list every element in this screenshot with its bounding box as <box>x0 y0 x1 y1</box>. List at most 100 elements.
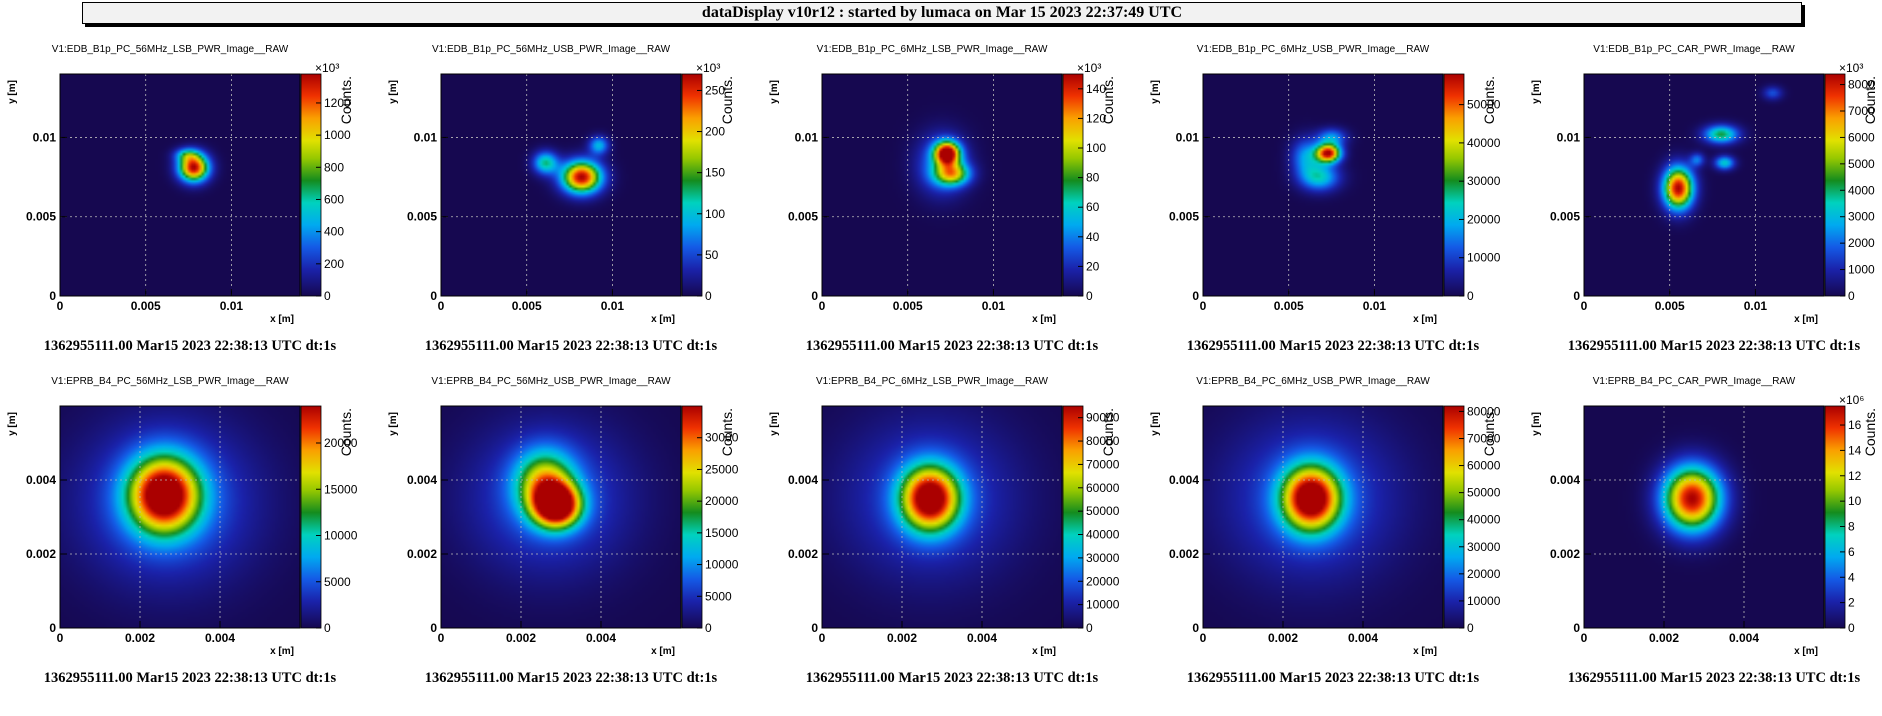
heatmap-image <box>60 406 300 628</box>
colorbar-tick-label: 70000 <box>1467 431 1501 445</box>
y-tick-label: 0.004 <box>1550 473 1580 487</box>
colorbar-tick-label: 20000 <box>705 494 739 508</box>
plot-frame <box>821 405 1063 629</box>
y-tick-label: 0 <box>1573 621 1580 635</box>
colorbar <box>681 73 703 297</box>
timestamp-label: 1362955111.00 Mar15 2023 22:38:13 UTC dt… <box>805 338 1099 354</box>
heatmap-plot: 0 0.002 0.004 0 0.002 0.004 x [m] y [m] 0 2 4 6 8 10 1… <box>1531 393 1878 657</box>
panel-title: V1:EPRB_B4_PC_56MHz_USB_PWR_Image__RAW <box>431 376 671 387</box>
timestamp-label: 1362955111.00 Mar15 2023 22:38:13 UTC dt… <box>1186 670 1480 686</box>
y-tick-label: 0 <box>1192 289 1199 303</box>
x-tick-label: 0 <box>438 631 445 645</box>
heatmap-plot: 0 0.005 0.01 0 0.005 0.01 x [m] y [m] 0 1000 2000 3… <box>1531 61 1878 325</box>
colorbar-tick-label: 120 <box>1086 111 1106 125</box>
x-tick-label: 0.004 <box>967 631 997 645</box>
y-tick-label: 0.005 <box>788 210 818 224</box>
x-tick-label: 0 <box>438 299 445 313</box>
colorbar-label: Counts. <box>719 408 735 456</box>
colorbar-tick-label: 30000 <box>705 431 739 445</box>
panel-title: V1:EDB_B1p_PC_6MHz_USB_PWR_Image__RAW <box>1196 44 1430 55</box>
colorbar-tick-label: 15000 <box>705 526 739 540</box>
colorbar-label: Counts. <box>1100 76 1116 124</box>
y-tick-label: 0.005 <box>26 210 56 224</box>
colorbar-label: Counts. <box>338 76 354 124</box>
x-tick-label: 0.005 <box>1655 299 1685 313</box>
colorbar-tick-label: 6000 <box>1848 130 1875 144</box>
colorbar <box>1062 405 1084 629</box>
panel-title: V1:EPRB_B4_PC_CAR_PWR_Image__RAW <box>1592 376 1796 387</box>
plot-frame <box>440 405 682 629</box>
y-tick-label: 0.004 <box>788 473 818 487</box>
colorbar-tick-label: 0 <box>705 621 712 635</box>
y-tick-label: 0.002 <box>26 547 56 561</box>
y-tick-label: 0.01 <box>414 130 438 144</box>
colorbar-tick-label: 8000 <box>1848 78 1875 92</box>
heatmap-panel: V1:EDB_B1p_PC_CAR_PWR_Image__RAW 0 0.005 0.… <box>1529 44 1882 384</box>
plot-frame <box>821 73 1063 297</box>
y-tick-label: 0.002 <box>1550 547 1580 561</box>
x-tick-label: 0.005 <box>512 299 542 313</box>
heatmap-image <box>441 406 681 628</box>
heatmap-panel: V1:EDB_B1p_PC_56MHz_USB_PWR_Image__RAW 0 0… <box>386 44 756 384</box>
x-tick-label: 0.002 <box>887 631 917 645</box>
colorbar-tick-label: 20000 <box>1467 212 1501 226</box>
colorbar-label: Counts. <box>1100 408 1116 456</box>
colorbar-tick-label: 30000 <box>1467 174 1501 188</box>
colorbar-tick-label: 40 <box>1086 230 1100 244</box>
heatmap-image <box>1584 74 1824 296</box>
plot-frame <box>1583 405 1825 629</box>
colorbar-tick-label: 25000 <box>705 462 739 476</box>
plot-frame <box>440 73 682 297</box>
x-tick-label: 0 <box>57 631 64 645</box>
colorbar-exponent: ×10⁶ <box>1839 393 1864 407</box>
colorbar-tick-label: 100 <box>1086 141 1106 155</box>
x-tick-label: 0.002 <box>125 631 155 645</box>
colorbar-tick-label: 0 <box>324 621 331 635</box>
colorbar-tick-label: 7000 <box>1848 104 1875 118</box>
heatmap-plot: 0 0.002 0.004 0 0.002 0.004 x [m] y [m] 0 5000 100… <box>7 405 358 657</box>
x-axis-label: x [m] <box>1794 646 1818 657</box>
panel-title: V1:EDB_B1p_PC_CAR_PWR_Image__RAW <box>1593 44 1795 55</box>
colorbar-tick-label: 4000 <box>1848 183 1875 197</box>
colorbar-tick-label: 60000 <box>1467 459 1501 473</box>
heatmap-panel: V1:EPRB_B4_PC_6MHz_LSB_PWR_Image__RAW 0 0.… <box>767 376 1137 716</box>
colorbar-tick-label: 200 <box>705 125 725 139</box>
y-axis-label: y [m] <box>7 80 18 104</box>
colorbar-tick-label: 8 <box>1848 520 1855 534</box>
x-axis-label: x [m] <box>1794 314 1818 325</box>
colorbar-tick-label: 1000 <box>1848 263 1875 277</box>
x-tick-label: 0 <box>819 299 826 313</box>
colorbar-tick-label: 90000 <box>1086 411 1120 425</box>
x-tick-label: 0 <box>1200 299 1207 313</box>
x-axis-label: x [m] <box>1413 314 1437 325</box>
display-banner: dataDisplay v10r12 : started by lumaca o… <box>82 2 1802 24</box>
x-axis-label: x [m] <box>1413 646 1437 657</box>
y-axis-label: y [m] <box>769 80 780 104</box>
heatmap-plot: 0 0.002 0.004 0 0.002 0.004 x [m] y [m] 0 5000 100… <box>388 405 739 657</box>
y-axis-label: y [m] <box>1531 80 1542 104</box>
x-tick-label: 0.01 <box>601 299 625 313</box>
y-tick-label: 0.002 <box>788 547 818 561</box>
colorbar-tick-label: 40000 <box>1467 513 1501 527</box>
panel-title: V1:EDB_B1p_PC_6MHz_LSB_PWR_Image__RAW <box>816 44 1048 55</box>
colorbar-tick-label: 10000 <box>1467 594 1501 608</box>
y-axis-label: y [m] <box>7 412 18 436</box>
colorbar-tick-label: 250 <box>705 83 725 97</box>
timestamp-label: 1362955111.00 Mar15 2023 22:38:13 UTC dt… <box>424 338 718 354</box>
colorbar-tick-label: 10000 <box>705 558 739 572</box>
colorbar-tick-label: 50000 <box>1467 486 1501 500</box>
heatmap-image <box>1203 74 1443 296</box>
heatmap-plot: 0 0.005 0.01 0 0.005 0.01 x [m] y [m] 0 10000 2000… <box>1150 73 1501 325</box>
x-tick-label: 0.004 <box>586 631 616 645</box>
colorbar-tick-label: 60000 <box>1086 481 1120 495</box>
x-axis-label: x [m] <box>270 314 294 325</box>
timestamp-label: 1362955111.00 Mar15 2023 22:38:13 UTC dt… <box>43 670 337 686</box>
y-axis-label: y [m] <box>1150 412 1161 436</box>
panel-title: V1:EPRB_B4_PC_6MHz_LSB_PWR_Image__RAW <box>816 376 1048 387</box>
colorbar-tick-label: 10000 <box>1467 251 1501 265</box>
x-tick-label: 0.005 <box>1274 299 1304 313</box>
x-tick-label: 0.002 <box>1268 631 1298 645</box>
heatmap-panel: V1:EDB_B1p_PC_56MHz_LSB_PWR_Image__RAW 0 0… <box>5 44 375 384</box>
colorbar <box>1443 405 1465 629</box>
heatmap-image <box>441 74 681 296</box>
